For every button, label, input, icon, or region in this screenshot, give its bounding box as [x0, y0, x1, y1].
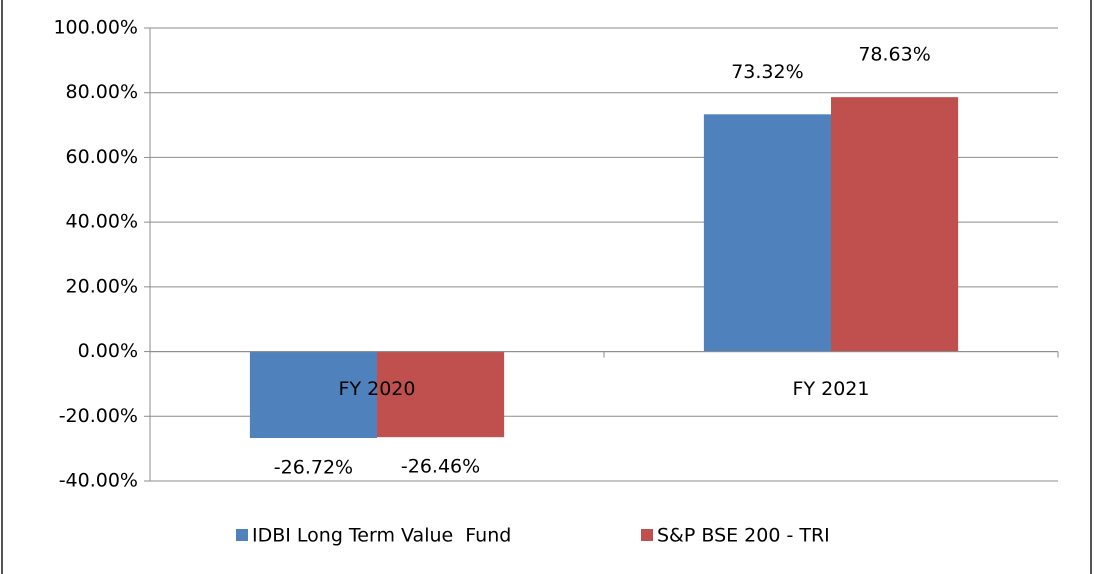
legend-label: IDBI Long Term Value Fund [252, 525, 511, 547]
legend-swatch [236, 529, 248, 541]
x-tick-label: FY 2021 [793, 378, 870, 400]
y-tick-label: 20.00% [66, 275, 138, 297]
bar [249, 351, 377, 439]
bar [377, 351, 505, 438]
data-label: -26.46% [401, 456, 480, 478]
x-tick-label: FY 2020 [339, 378, 416, 400]
data-label: 78.63% [858, 44, 930, 66]
y-tick-label: 40.00% [66, 211, 138, 233]
data-label: 73.32% [731, 61, 803, 83]
legend-label: S&P BSE 200 - TRI [657, 525, 830, 547]
bar [703, 114, 831, 352]
y-tick-label: -40.00% [59, 470, 138, 492]
y-tick-label: 100.00% [53, 17, 138, 39]
legend-swatch [641, 529, 653, 541]
y-tick-label: -20.00% [59, 405, 138, 427]
y-tick-label: 0.00% [78, 340, 138, 362]
data-label: -26.72% [274, 457, 353, 479]
y-tick-label: 80.00% [66, 81, 138, 103]
bar [831, 97, 959, 352]
y-tick-label: 60.00% [66, 146, 138, 168]
